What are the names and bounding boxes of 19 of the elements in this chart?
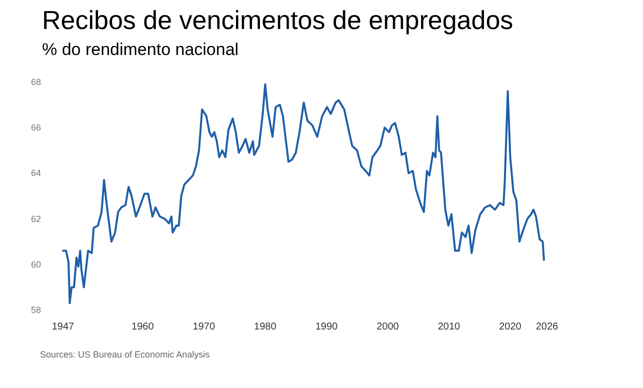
x-tick-label: 1980	[254, 322, 277, 332]
x-tick-label: 1947	[52, 322, 75, 332]
y-tick-label: 60	[30, 259, 41, 270]
chart-title: Recibos de vencimentos de empregados	[42, 5, 514, 35]
y-tick-label: 66	[30, 122, 41, 133]
y-tick-label: 64	[30, 168, 41, 178]
source-note: Sources: US Bureau of Economic Analysis	[40, 350, 210, 360]
x-tick-label: 2000	[376, 322, 400, 332]
line-series	[62, 83, 545, 304]
x-tick-label: 1990	[315, 322, 338, 332]
y-tick-label: 68	[30, 77, 41, 87]
x-tick-label: 2020	[499, 322, 522, 332]
x-tick-label: 2010	[438, 322, 461, 332]
x-tick-label: 1970	[192, 322, 216, 332]
x-tick-label: 1960	[132, 322, 154, 332]
y-tick-label: 62	[30, 214, 41, 224]
chart-subtitle: % do rendimento nacional	[42, 40, 239, 59]
x-tick-label: 2026	[536, 322, 559, 332]
y-tick-label: 58	[30, 305, 41, 315]
